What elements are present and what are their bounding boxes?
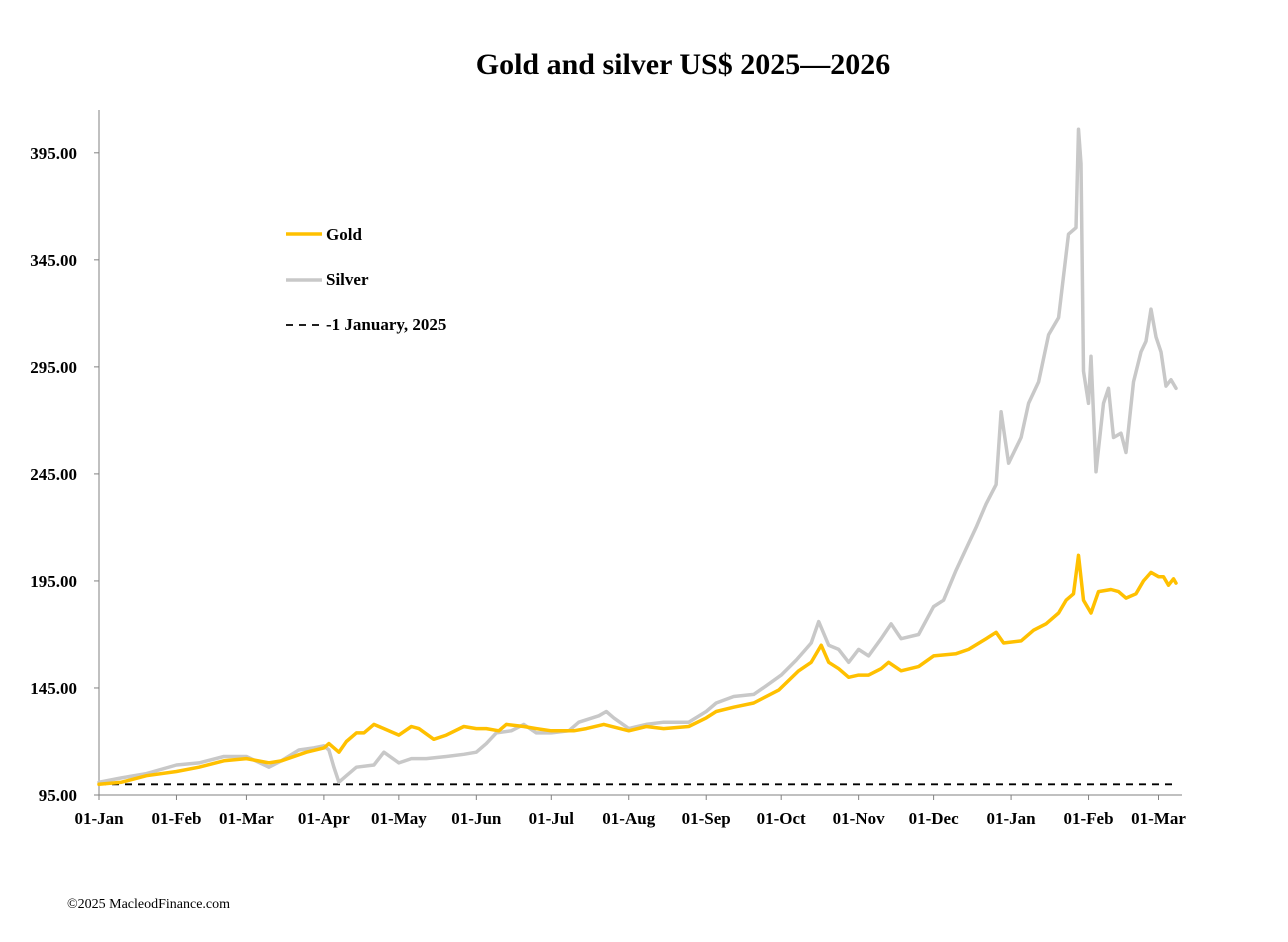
- y-tick-label: 345.00: [30, 251, 77, 270]
- series-line-silver: [97, 127, 1178, 784]
- x-tick-label: 01-Jul: [529, 809, 575, 828]
- y-axis: 95.00 145.00 195.00 245.00 295.00 345.00 395.0…: [30, 110, 100, 805]
- series-layer: [97, 127, 1178, 787]
- legend: Gold Silver -1 January, 2025: [286, 225, 446, 334]
- y-tick-label: 95.00: [39, 786, 77, 805]
- legend-label-silver: Silver: [326, 270, 369, 289]
- x-tick-label: 01-Sep: [682, 809, 731, 828]
- series-line-gold: [97, 553, 1178, 787]
- legend-item-gold: Gold: [286, 225, 362, 244]
- y-tick-label: 295.00: [30, 358, 77, 377]
- x-tick-label: 01-Jan: [74, 809, 124, 828]
- chart-title: Gold and silver US$ 2025—2026: [476, 48, 891, 81]
- y-tick-label: 395.00: [30, 144, 77, 163]
- x-tick-label: 01-Feb: [151, 809, 201, 828]
- x-tick-label: 01-May: [371, 809, 427, 828]
- x-tick-label: 01-Jan: [987, 809, 1037, 828]
- x-tick-label: 01-Mar: [1131, 809, 1186, 828]
- legend-item-silver: Silver: [286, 270, 369, 289]
- x-tick-label: 01-Mar: [219, 809, 274, 828]
- x-tick-label: 01-Aug: [602, 809, 655, 828]
- legend-item-baseline: -1 January, 2025: [286, 315, 446, 334]
- legend-label-baseline: -1 January, 2025: [326, 315, 446, 334]
- x-tick-label: 01-Oct: [757, 809, 806, 828]
- x-tick-label: 01-Dec: [909, 809, 959, 828]
- x-tick-label: 01-Apr: [298, 809, 350, 828]
- y-tick-label: 195.00: [30, 572, 77, 591]
- x-tick-label: 01-Feb: [1064, 809, 1114, 828]
- y-tick-label: 245.00: [30, 465, 77, 484]
- x-axis: 01-Jan 01-Feb 01-Mar 01-Apr 01-May 01-Jun 01-J…: [74, 794, 1186, 828]
- copyright-footer: ©2025 MacleodFinance.com: [67, 897, 231, 912]
- x-tick-label: 01-Nov: [833, 809, 885, 828]
- legend-label-gold: Gold: [326, 225, 362, 244]
- x-tick-label: 01-Jun: [451, 809, 502, 828]
- y-tick-label: 145.00: [30, 679, 77, 698]
